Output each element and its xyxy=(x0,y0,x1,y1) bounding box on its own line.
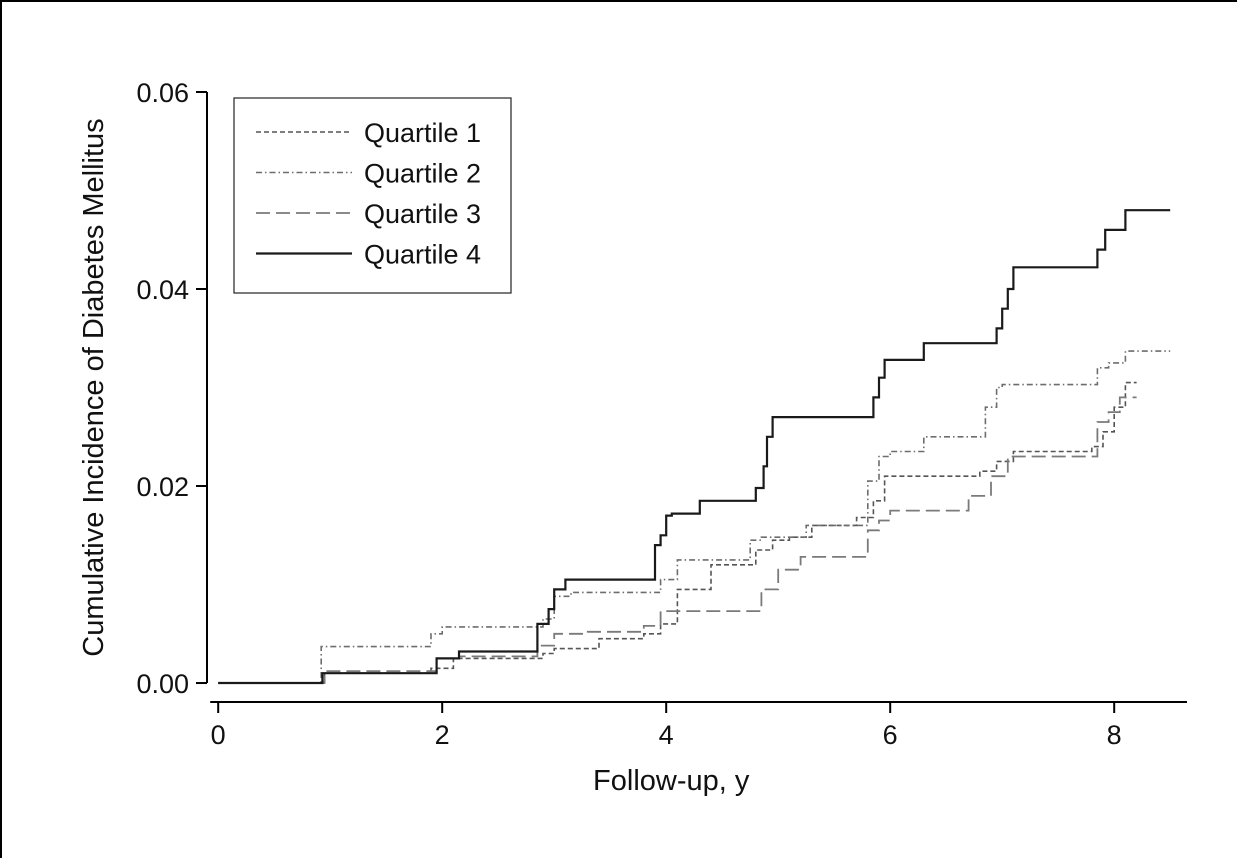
series-line-quartile-3 xyxy=(218,396,1137,684)
y-axis-label: Cumulative Incidence of Diabetes Mellitu… xyxy=(78,118,110,656)
legend-label-quartile-2: Quartile 2 xyxy=(364,159,481,189)
legend-label-quartile-4: Quartile 4 xyxy=(364,240,481,270)
y-tick-label: 0.06 xyxy=(136,78,189,108)
x-tick-label: 0 xyxy=(211,720,226,750)
x-axis-ticks: 0 2 4 6 8 xyxy=(211,702,1122,750)
legend-label-quartile-1: Quartile 1 xyxy=(364,118,481,148)
x-axis-label: Follow-up, y xyxy=(593,765,750,797)
series-line-quartile-2 xyxy=(218,350,1171,684)
x-tick-label: 6 xyxy=(883,720,898,750)
legend: Quartile 1 Quartile 2 Quartile 3 Quartile 4 xyxy=(233,97,512,294)
y-tick-label: 0.04 xyxy=(136,275,189,305)
x-tick-label: 2 xyxy=(435,720,450,750)
series-line-quartile-1 xyxy=(218,381,1137,684)
legend-label-quartile-3: Quartile 3 xyxy=(364,199,481,229)
y-tick-label: 0.02 xyxy=(136,472,189,502)
axes: 0 2 4 6 8 0.00 0.02 0.04 0.06 xyxy=(136,78,1187,750)
y-tick-label: 0.00 xyxy=(136,669,189,699)
y-axis-ticks: 0.00 0.02 0.04 0.06 xyxy=(136,78,207,699)
series-line-quartile-4 xyxy=(218,209,1171,685)
x-tick-label: 8 xyxy=(1107,720,1122,750)
series-layer xyxy=(218,209,1171,685)
x-tick-label: 4 xyxy=(659,720,674,750)
legend-box xyxy=(233,97,512,294)
